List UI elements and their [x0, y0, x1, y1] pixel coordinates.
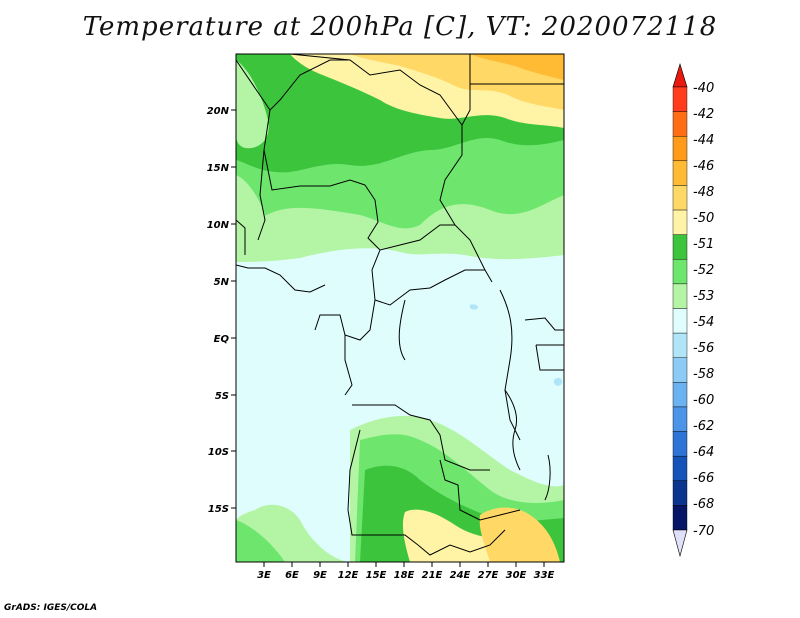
colorbar-bottom-arrow [672, 529, 688, 558]
colorbar-label: -51 [693, 237, 714, 252]
colorbar-box [672, 209, 688, 235]
colorbar-box [672, 136, 688, 162]
grads-credit: GrADS: IGES/COLA [4, 603, 98, 613]
colorbar-label: -58 [693, 367, 714, 382]
y-tick-label: EQ [214, 334, 230, 345]
plot-frame [235, 53, 565, 563]
colorbar: -40 -42 -44 -46 -48 -50 -51 -52 -53 -54 … [672, 62, 714, 558]
y-tick-label: 15N [207, 163, 230, 174]
y-tick-label: 10S [208, 447, 229, 458]
colorbar-label: -42 [693, 107, 714, 122]
y-tick-label: 5N [214, 277, 230, 288]
country-borders [236, 54, 564, 556]
colorbar-label: -54 [693, 315, 714, 330]
x-tick-label: 6E [285, 570, 299, 581]
colorbar-box [672, 455, 688, 481]
x-tick-label: 15E [366, 570, 387, 581]
x-tick-label: 30E [506, 570, 527, 581]
colorbar-box [672, 431, 688, 457]
colorbar-box [672, 185, 688, 211]
colorbar-label: -40 [693, 81, 714, 96]
colorbar-label: -50 [693, 211, 714, 226]
x-tick-label: 9E [313, 570, 327, 581]
colorbar-box [672, 406, 688, 432]
colorbar-box [672, 259, 688, 285]
colorbar-label: -56 [693, 341, 714, 356]
colorbar-boxes [672, 86, 688, 531]
colorbar-box [672, 234, 688, 260]
colorbar-label: -46 [693, 159, 714, 174]
colorbar-label: -70 [693, 524, 714, 539]
colorbar-box [672, 308, 688, 334]
colorbar-label: -60 [693, 393, 714, 408]
colorbar-label: -48 [693, 185, 714, 200]
colorbar-label: -66 [693, 471, 714, 486]
x-tick-label: 33E [534, 570, 555, 581]
x-tick-label: 12E [338, 570, 359, 581]
map-title: Temperature at 200hPa [C], VT: 202007211… [82, 12, 718, 42]
colorbar-label: -68 [693, 497, 714, 512]
colorbar-label: -62 [693, 419, 714, 434]
colorbar-box [672, 283, 688, 309]
y-axis-ticks [231, 109, 236, 509]
temperature-field [236, 54, 564, 562]
x-tick-label: 21E [422, 570, 443, 581]
colorbar-box [672, 505, 688, 531]
colorbar-box [672, 382, 688, 408]
x-tick-label: 24E [450, 570, 471, 581]
y-tick-label: 5S [215, 391, 229, 402]
y-tick-label: 20N [207, 106, 230, 117]
x-axis-ticks [263, 562, 545, 567]
colorbar-box [672, 160, 688, 186]
colorbar-label: -44 [693, 133, 714, 148]
colorbar-top-arrow [672, 62, 688, 88]
colorbar-box [672, 86, 688, 112]
colorbar-box [672, 480, 688, 506]
colorbar-box [672, 111, 688, 137]
colorbar-label: -52 [693, 263, 714, 278]
colorbar-box [672, 332, 688, 358]
colorbar-box [672, 357, 688, 383]
y-tick-label: 15S [208, 504, 229, 515]
x-tick-label: 18E [394, 570, 415, 581]
colorbar-label: -64 [693, 445, 714, 460]
y-tick-label: 10N [207, 220, 230, 231]
x-tick-label: 27E [478, 570, 499, 581]
x-tick-label: 3E [257, 570, 271, 581]
colorbar-label: -53 [693, 289, 714, 304]
